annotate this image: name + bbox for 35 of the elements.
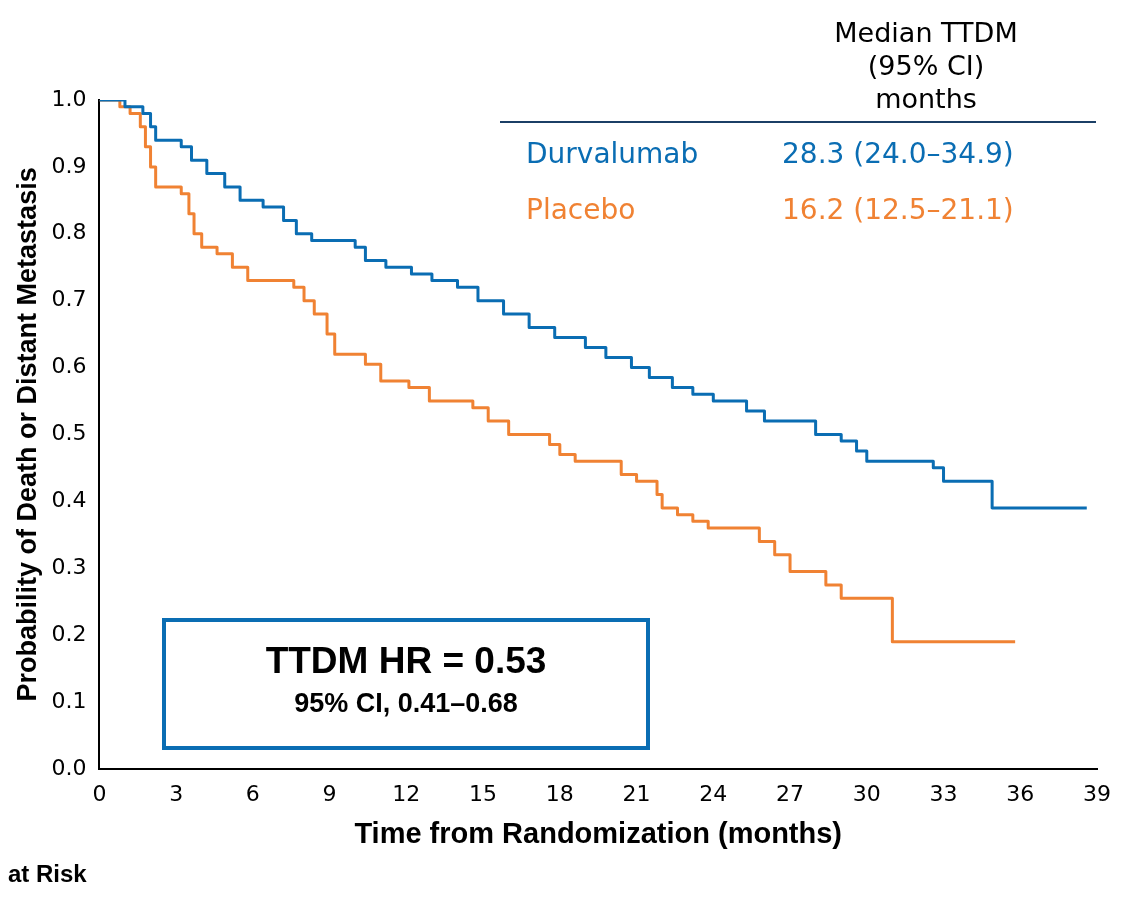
x-tick-label: 0	[92, 780, 107, 806]
x-tick-label: 33	[929, 780, 958, 806]
y-tick-label: 0.9	[51, 152, 87, 178]
x-tick-label: 3	[169, 780, 184, 806]
x-tick-label: 21	[622, 780, 651, 806]
legend-title: Median TTDM (95% CI) months	[833, 16, 1019, 115]
y-tick-label: 0.3	[51, 553, 87, 579]
x-tick-label: 36	[1006, 780, 1035, 806]
y-tick-label: 0.7	[51, 286, 87, 312]
y-tick-label: 0.8	[51, 219, 87, 245]
text: at Risk	[8, 860, 87, 888]
y-tick-label: 0.5	[51, 420, 87, 446]
x-tick-label: 39	[1083, 780, 1111, 806]
y-tick-label: 0.1	[51, 687, 87, 713]
annotation: 95% CI, 0.41–0.68	[293, 688, 519, 719]
x-tick-label: 30	[852, 780, 881, 806]
annotation: 28.3 (24.0–34.9)	[782, 137, 1014, 171]
text: Durvalumab	[525, 137, 700, 171]
annotation: 16.2 (12.5–21.1)	[782, 193, 1014, 227]
y-tick-label: 0.2	[51, 620, 87, 646]
y-axis-title: Probability of Death or Distant Metastasis	[11, 167, 42, 702]
x-tick-label: 6	[245, 780, 260, 806]
y-tick-label: 1.0	[51, 85, 87, 111]
text: Placebo	[525, 193, 637, 227]
x-tick-label: 24	[699, 780, 728, 806]
x-tick-label: 9	[322, 780, 337, 806]
x-axis-title: Time from Randomization (months)	[354, 816, 843, 849]
y-tick-label: 0.4	[51, 487, 87, 512]
x-tick-label: 27	[776, 780, 805, 806]
y-tick-label: 0.0	[51, 754, 87, 780]
x-tick-label: 12	[392, 780, 421, 806]
x-tick-label: 18	[545, 780, 574, 806]
y-tick-label: 0.6	[51, 353, 87, 379]
annotation: TTDM HR = 0.53	[264, 640, 548, 682]
x-tick-label: 15	[469, 780, 498, 806]
